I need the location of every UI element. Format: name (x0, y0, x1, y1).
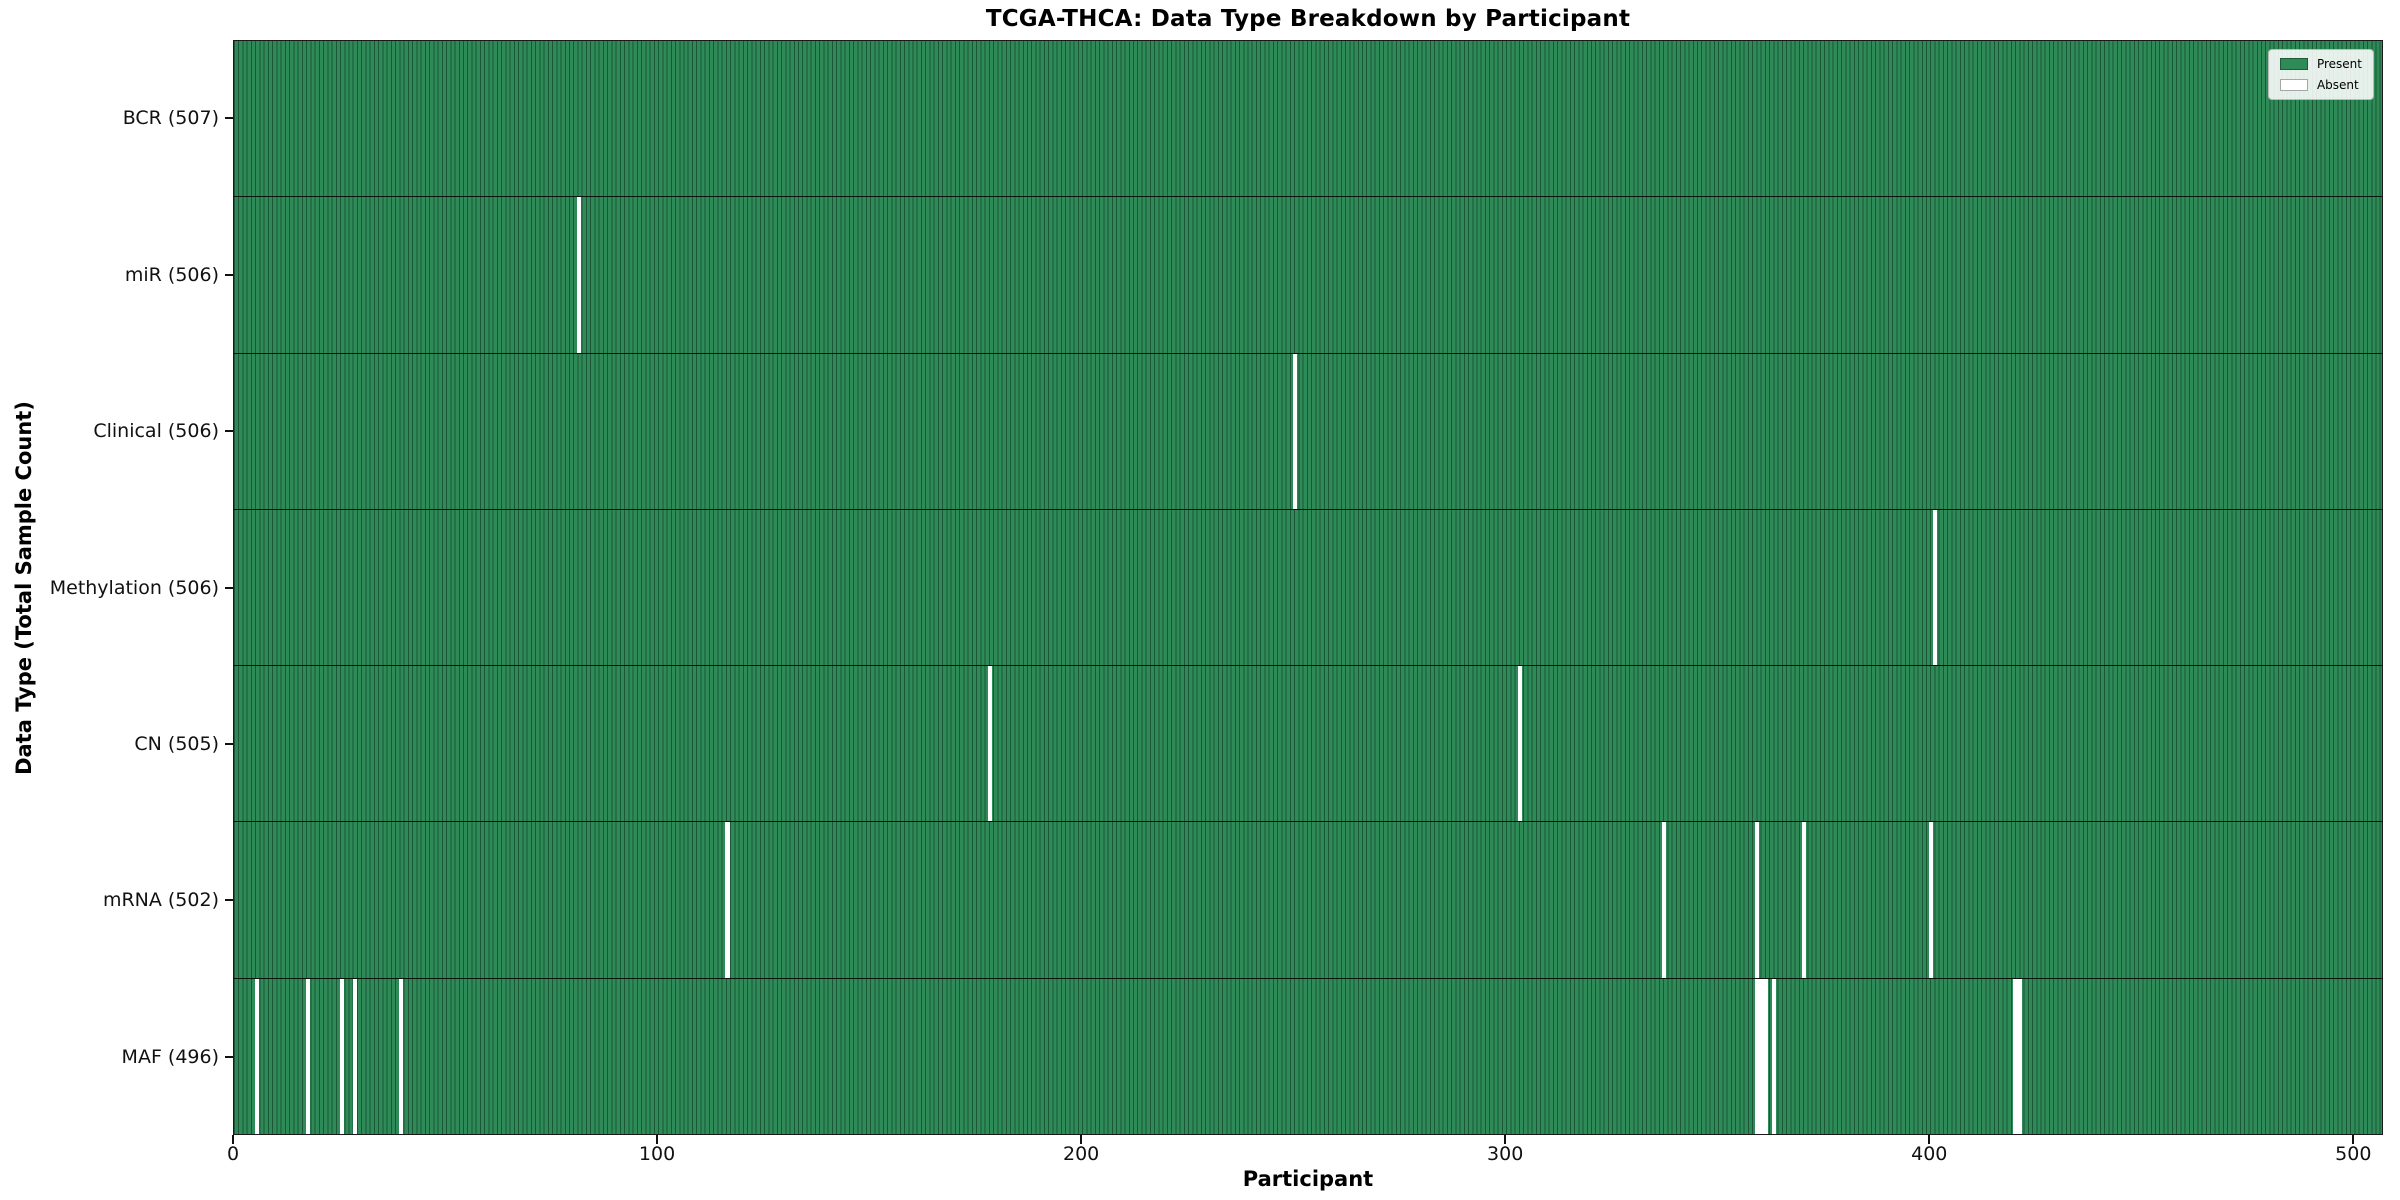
row-mir (234, 197, 2382, 354)
absent-gap (1932, 509, 1938, 666)
xtick-label-300: 300 (1487, 1143, 1524, 1165)
row-methylation (234, 509, 2382, 667)
absent-gap (1754, 978, 1760, 1134)
absent-gap (577, 197, 582, 353)
xtick-label-500: 500 (2335, 1143, 2372, 1165)
row-clinical (234, 353, 2382, 510)
absent-gap (339, 978, 345, 1134)
legend-absent-label: Absent (2316, 78, 2359, 92)
legend-item-absent: Absent (2279, 78, 2362, 92)
xtick-label-400: 400 (1911, 1143, 1948, 1165)
ytick-label-clinical: Clinical (506) (93, 420, 219, 443)
absent-gap (1771, 978, 1777, 1134)
x-axis-label: Participant (1242, 1167, 1374, 1191)
absent-gap (1517, 666, 1522, 822)
xtick-mark (232, 1135, 234, 1144)
ytick-label-bcr: BCR (507) (122, 107, 219, 130)
absent-gap (988, 666, 993, 822)
absent-gap (1928, 822, 1933, 978)
ytick-mark (225, 586, 233, 589)
xtick-label-0: 0 (226, 1143, 240, 1165)
xtick-mark (1504, 1135, 1507, 1144)
absent-gap (1763, 978, 1768, 1134)
absent-gap (255, 978, 260, 1134)
row-maf (234, 978, 2382, 1134)
ytick-mark (225, 430, 233, 433)
ytick-label-maf: MAF (496) (121, 1045, 219, 1068)
row-bcr (234, 41, 2382, 198)
ytick-label-mir: miR (506) (124, 263, 219, 286)
absent-gap (1759, 978, 1764, 1134)
legend-absent-swatch (2279, 79, 2308, 91)
ytick-mark (225, 1055, 233, 1058)
xtick-mark (1928, 1135, 1931, 1144)
legend: Present Absent (2267, 49, 2374, 100)
legend-present-swatch (2279, 58, 2308, 70)
legend-item-present: Present (2279, 57, 2362, 71)
ytick-mark (225, 117, 233, 120)
absent-gap (1293, 353, 1298, 509)
absent-gap (2013, 978, 2018, 1134)
ytick-mark (225, 742, 233, 745)
plot-area: Present Absent (233, 40, 2383, 1135)
ytick-label-mrna: mRNA (502) (102, 889, 219, 912)
absent-gap (1801, 822, 1806, 978)
absent-gap (352, 978, 357, 1134)
heatmap-rows (234, 41, 2382, 1134)
absent-gap (306, 978, 311, 1134)
ytick-mark (225, 273, 233, 276)
xtick-mark (2352, 1135, 2355, 1144)
absent-gap (2017, 978, 2022, 1134)
ytick-label-methylation: Methylation (506) (49, 576, 219, 599)
absent-gap (1661, 822, 1666, 978)
absent-gap (725, 822, 730, 978)
absent-gap (1754, 822, 1760, 978)
xtick-label-100: 100 (638, 1143, 676, 1165)
legend-present-label: Present (2316, 57, 2362, 71)
xtick-mark (1080, 1135, 1083, 1144)
row-mrna (234, 822, 2382, 979)
ytick-label-cn: CN (505) (134, 732, 219, 755)
chart-title: TCGA-THCA: Data Type Breakdown by Partic… (985, 6, 1631, 32)
ytick-mark (225, 899, 233, 902)
xtick-mark (656, 1135, 659, 1144)
row-cn (234, 666, 2382, 823)
xtick-label-200: 200 (1062, 1143, 1100, 1165)
absent-gap (399, 978, 404, 1134)
